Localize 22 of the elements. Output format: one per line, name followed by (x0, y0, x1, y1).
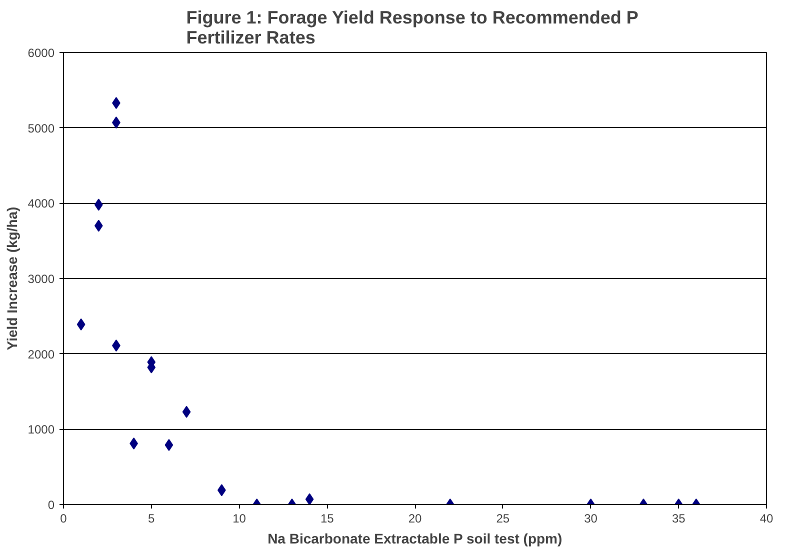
x-tick-label: 10 (232, 512, 246, 526)
y-tick-label: 3000 (28, 272, 55, 286)
x-axis-title: Na Bicarbonate Extractable P soil test (ppm) (268, 530, 562, 546)
y-axis-title: Yield Increase (kg/ha) (4, 206, 20, 350)
y-tick-label: 1000 (28, 422, 55, 437)
chart-title: Figure 1: Forage Yield Response to Recommended P Fertilizer Rates (186, 8, 638, 48)
x-tick-label: 5 (148, 512, 156, 526)
x-tick-label: 0 (60, 512, 68, 526)
point (94, 198, 103, 211)
x-tick-label: 35 (672, 512, 686, 526)
point (76, 318, 86, 330)
x-tick-label: 25 (496, 512, 510, 526)
x-tick-label: 15 (320, 512, 334, 526)
y-tick-label: 6000 (28, 46, 55, 60)
y-tick-label: 0 (48, 498, 55, 512)
y-tick-label: 4000 (28, 196, 55, 211)
y-tick-label: 2000 (28, 347, 55, 362)
x-tick-label: 40 (760, 512, 774, 526)
x-tick-label: 30 (584, 512, 598, 526)
y-tick-label: 5000 (28, 121, 55, 136)
x-tick-label: 20 (408, 512, 422, 526)
point (94, 220, 103, 232)
